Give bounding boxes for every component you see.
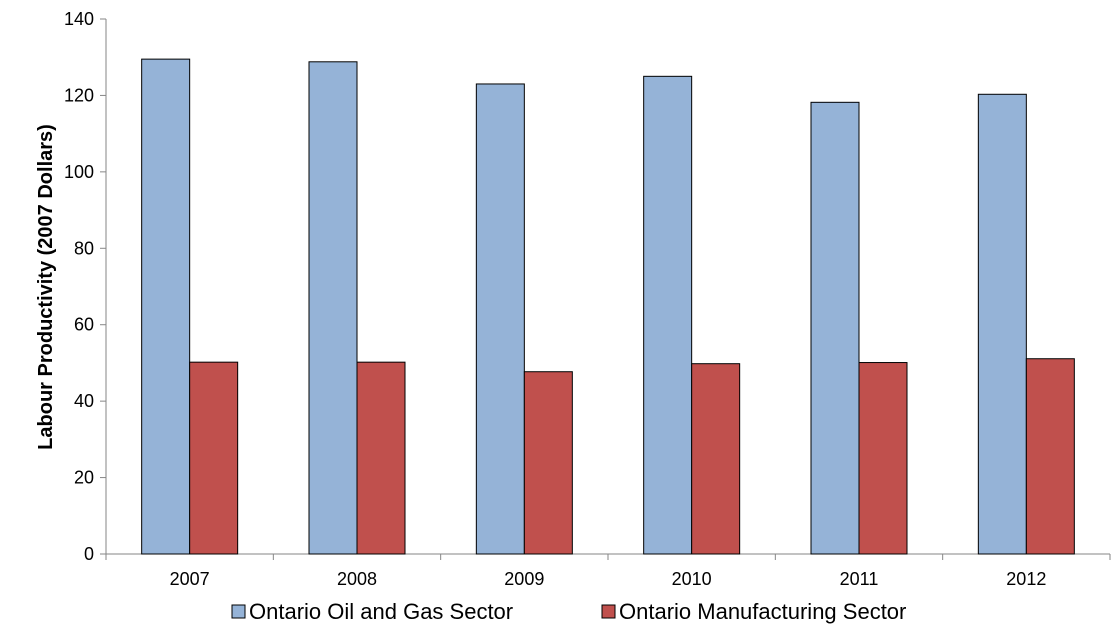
x-tick-label: 2012 [1006, 569, 1046, 589]
bar-oil-gas [308, 61, 358, 555]
y-tick-label: 140 [64, 9, 94, 29]
x-tick-label: 2010 [672, 569, 712, 589]
x-tick-label: 2009 [504, 569, 544, 589]
legend-swatch [231, 604, 246, 619]
y-axis-title-group: Labour Productivity (2007 Dollars) [35, 124, 57, 450]
bar-oil-gas [141, 58, 191, 555]
bar-oil-gas [977, 93, 1027, 555]
bars [141, 58, 1075, 555]
bar-manufacturing [189, 361, 239, 555]
bar-oil-gas [643, 75, 693, 555]
legend-label: Ontario Manufacturing Sector [619, 599, 906, 624]
y-tick-label: 40 [74, 391, 94, 411]
bar-manufacturing [356, 361, 406, 555]
y-tick-label: 80 [74, 238, 94, 258]
bar-manufacturing [691, 363, 741, 555]
bar-manufacturing [858, 362, 908, 555]
legend-swatch [601, 604, 616, 619]
y-tick-label: 120 [64, 85, 94, 105]
bar-manufacturing [523, 371, 573, 555]
bar-manufacturing [1025, 358, 1075, 555]
y-tick-label: 60 [74, 315, 94, 335]
axes: 0 20 40 60 80 100 120 140 2007 2008 2009 2010 2011 20… [64, 9, 1111, 589]
y-tick-label: 100 [64, 162, 94, 182]
x-tick-label: 2011 [840, 569, 879, 589]
legend-item-manufacturing: Ontario Manufacturing Sector [601, 599, 906, 624]
y-tick-label: 20 [74, 468, 94, 488]
legend: Ontario Oil and Gas Sector Ontario Manufa… [231, 599, 906, 624]
y-axis-title: Labour Productivity (2007 Dollars) [35, 124, 57, 450]
bar-oil-gas [810, 101, 860, 555]
legend-label: Ontario Oil and Gas Sector [249, 599, 513, 624]
x-tick-label: 2008 [337, 569, 377, 589]
y-tick-label: 0 [84, 544, 94, 564]
x-tick-label: 2007 [170, 569, 210, 589]
bar-oil-gas [475, 83, 525, 555]
legend-item-oil-gas: Ontario Oil and Gas Sector [231, 599, 513, 624]
